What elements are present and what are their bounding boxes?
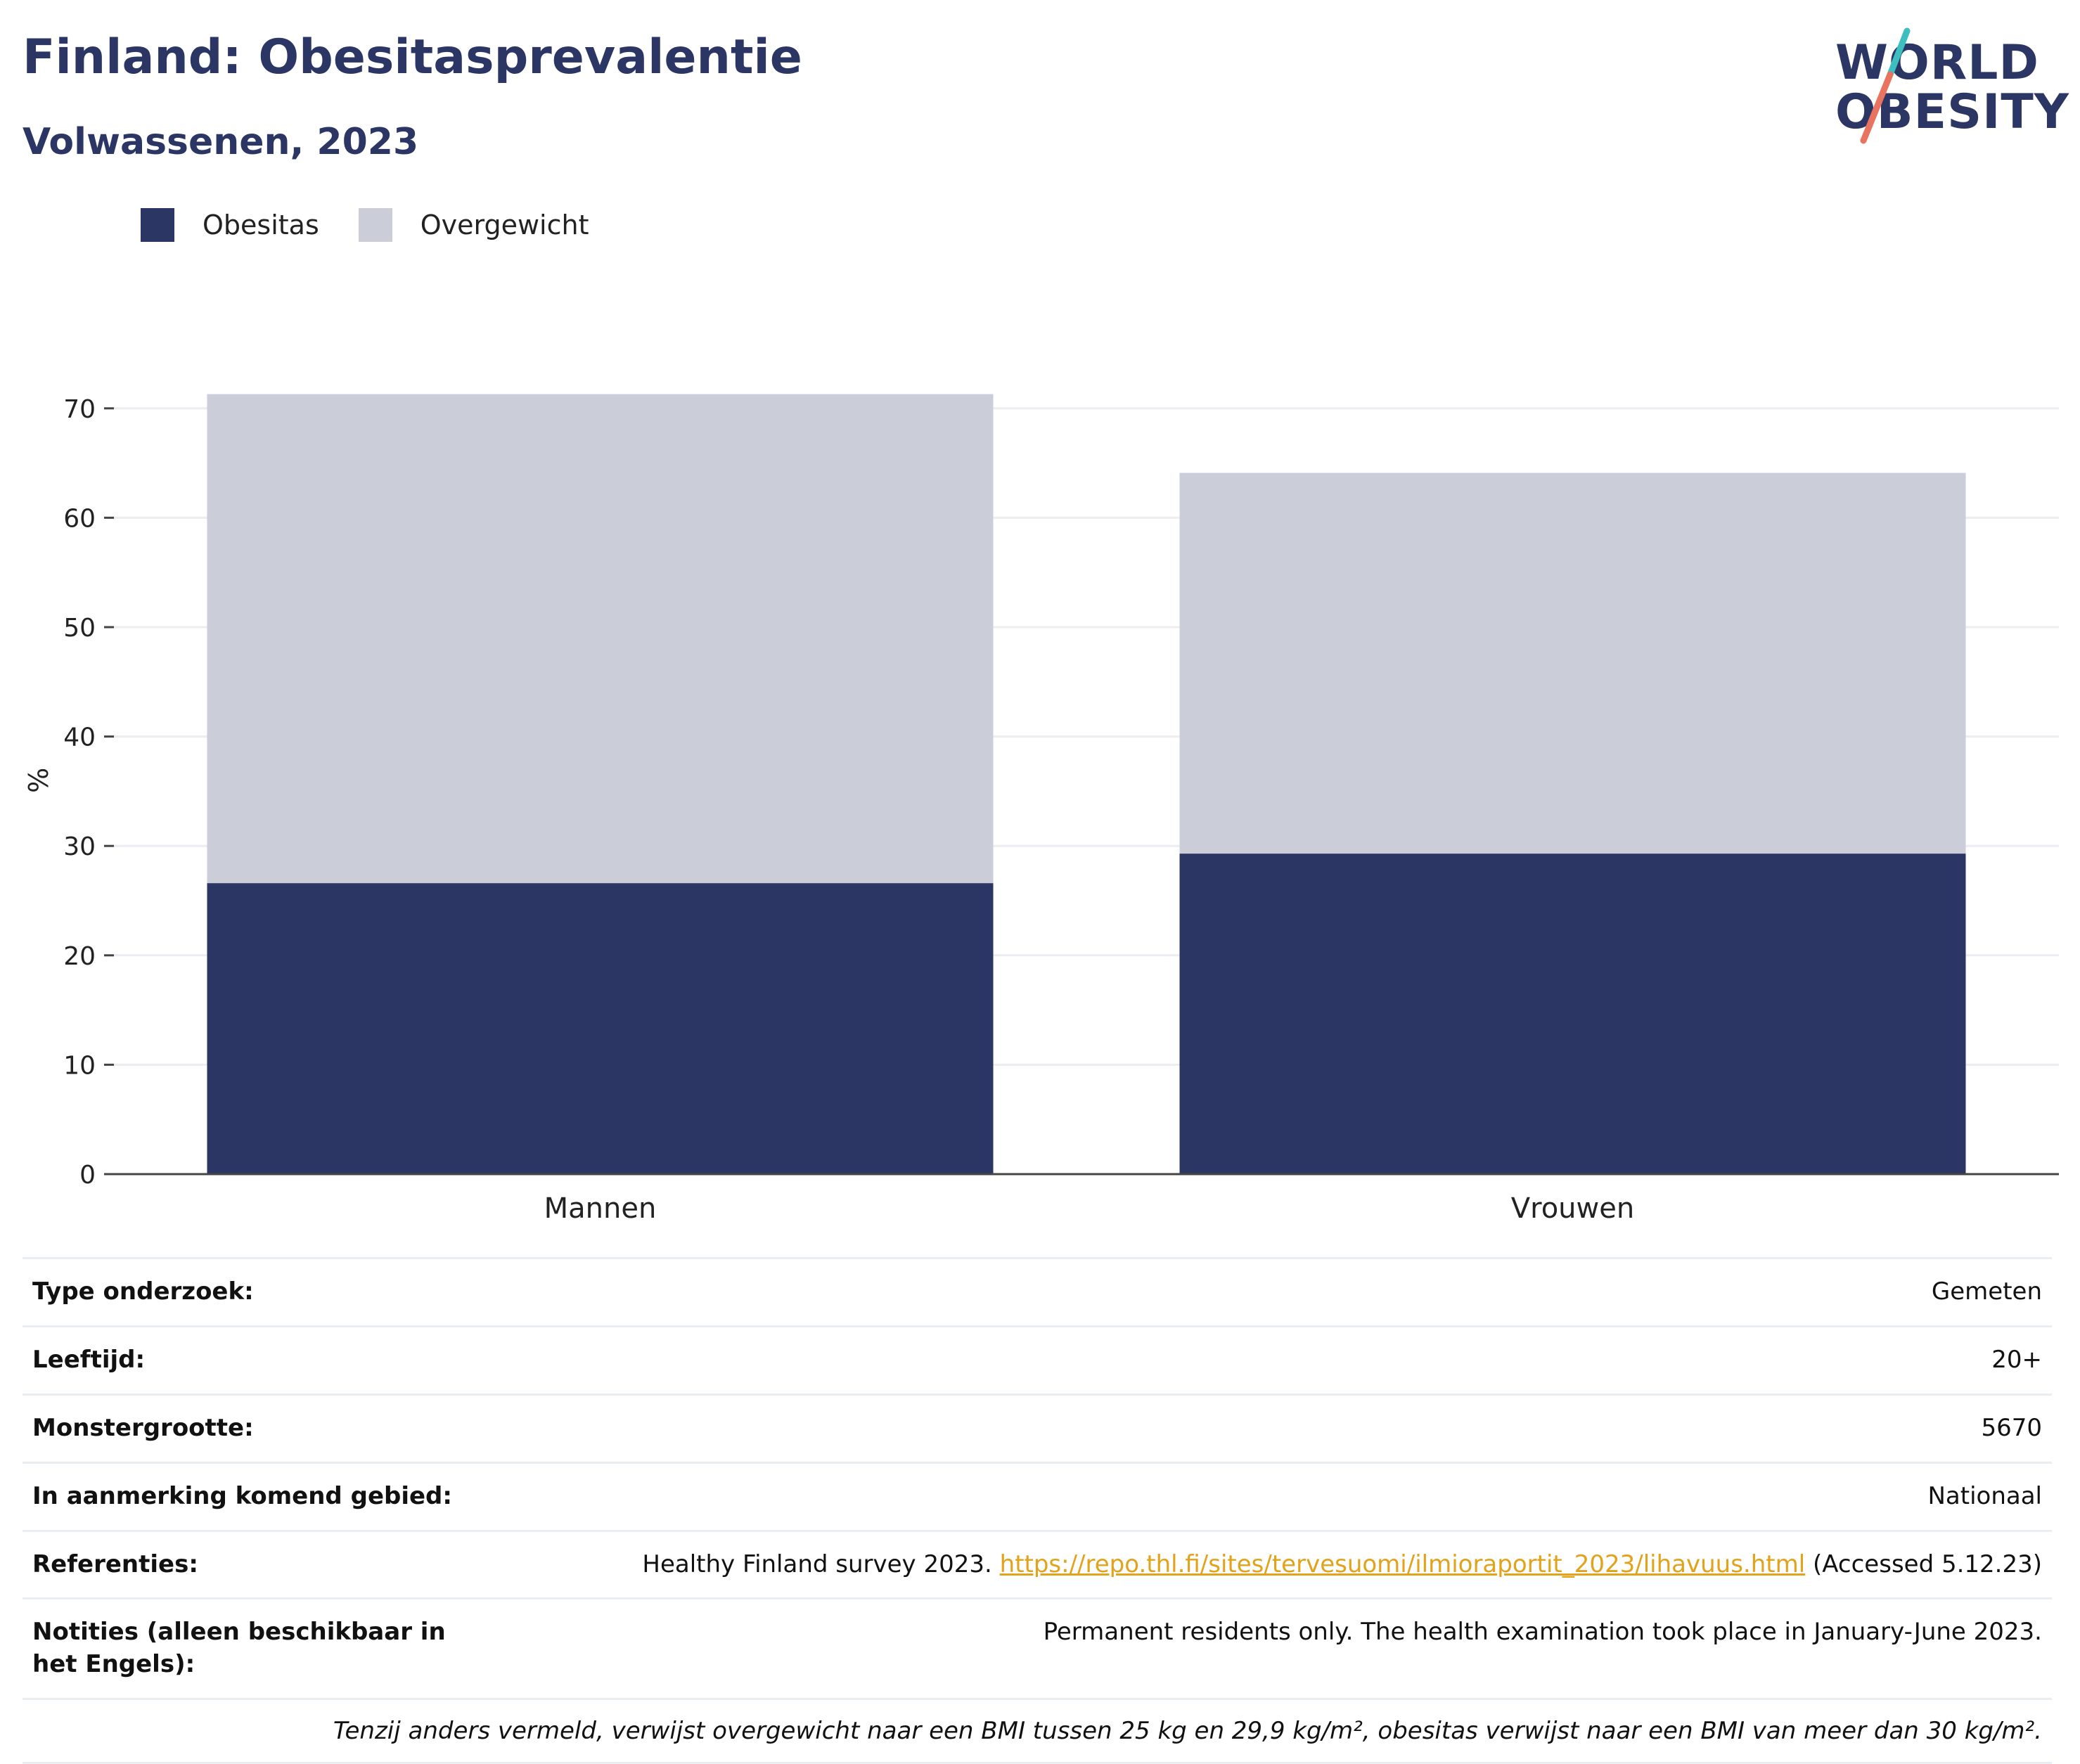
legend-item-overgewicht[interactable]: Overgewicht — [358, 208, 589, 242]
y-tick-label: 50 — [63, 614, 96, 643]
y-tick-label: 10 — [63, 1051, 96, 1080]
info-row-gebied: In aanmerking komend gebied: Nationaal — [23, 1461, 2052, 1530]
survey-info-table: Type onderzoek: Gemeten Leeftijd: 20+ Mo… — [23, 1257, 2052, 1764]
y-tick-label: 30 — [63, 832, 96, 861]
y-tick-label: 0 — [79, 1161, 96, 1190]
references-accessed: (Accessed 5.12.23) — [1805, 1550, 2042, 1578]
info-value: Gemeten — [1931, 1277, 2042, 1306]
legend-swatch-overgewicht — [358, 208, 392, 242]
references-text: Healthy Finland survey 2023. — [642, 1550, 1000, 1578]
y-tick-label: 20 — [63, 942, 96, 971]
info-label: Notities (alleen beschikbaar in het Enge… — [32, 1618, 446, 1679]
bar-overgewicht-vrouwen — [1179, 472, 1966, 854]
chart-legend: Obesitas Overgewicht — [141, 208, 629, 242]
info-label: Monstergrootte: — [32, 1413, 254, 1442]
info-value: Nationaal — [1927, 1481, 2042, 1510]
bar-chart: 0 10 20 30 40 50 60 70% Mannen Vrouwen — [23, 394, 2059, 1223]
info-label: In aanmerking komend gebied: — [32, 1481, 452, 1510]
reference-link[interactable]: https://repo.thl.fi/sites/tervesuomi/ilm… — [999, 1550, 1806, 1578]
references-value: Healthy Finland survey 2023. https://rep… — [468, 1549, 2042, 1581]
bar-obesitas-mannen — [207, 883, 994, 1174]
info-label: Type onderzoek: — [32, 1277, 254, 1306]
legend-swatch-obesitas — [141, 208, 174, 242]
info-value: Permanent residents only. The health exa… — [1043, 1618, 2042, 1647]
info-value: 5670 — [1981, 1413, 2042, 1442]
y-tick-label: 40 — [63, 723, 96, 752]
info-row-notities: Notities (alleen beschikbaar in het Enge… — [23, 1597, 2052, 1698]
bar-obesitas-vrouwen — [1179, 854, 1966, 1174]
page-title: Finland: Obesitasprevalentie — [23, 30, 802, 85]
x-tick-label: Mannen — [544, 1192, 657, 1223]
definition-footnote: Tenzij anders vermeld, verwijst overgewi… — [23, 1698, 2052, 1764]
info-label: Referenties: — [32, 1550, 198, 1578]
info-label: Leeftijd: — [32, 1345, 146, 1374]
logo-slash-icon — [1860, 27, 1911, 144]
info-row-leeftijd: Leeftijd: 20+ — [23, 1325, 2052, 1393]
x-tick-label: Vrouwen — [1511, 1192, 1634, 1223]
legend-item-obesitas[interactable]: Obesitas — [141, 208, 319, 242]
world-obesity-logo: WORLD OBESITY — [1835, 21, 2069, 148]
info-row-referenties: Referenties: Healthy Finland survey 2023… — [23, 1529, 2052, 1598]
y-axis-title: % — [23, 768, 54, 793]
page-subtitle: Volwassenen, 2023 — [23, 121, 419, 163]
legend-label-obesitas: Obesitas — [203, 210, 319, 240]
info-row-monstergrootte: Monstergrootte: 5670 — [23, 1393, 2052, 1462]
info-value: 20+ — [1991, 1345, 2042, 1374]
y-tick-label: 70 — [63, 395, 96, 424]
legend-label-overgewicht: Overgewicht — [420, 210, 589, 240]
y-tick-label: 60 — [63, 504, 96, 533]
bar-overgewicht-mannen — [207, 394, 994, 884]
logo-text-world: WORLD — [1835, 35, 2039, 91]
info-row-type-onderzoek: Type onderzoek: Gemeten — [23, 1257, 2052, 1325]
